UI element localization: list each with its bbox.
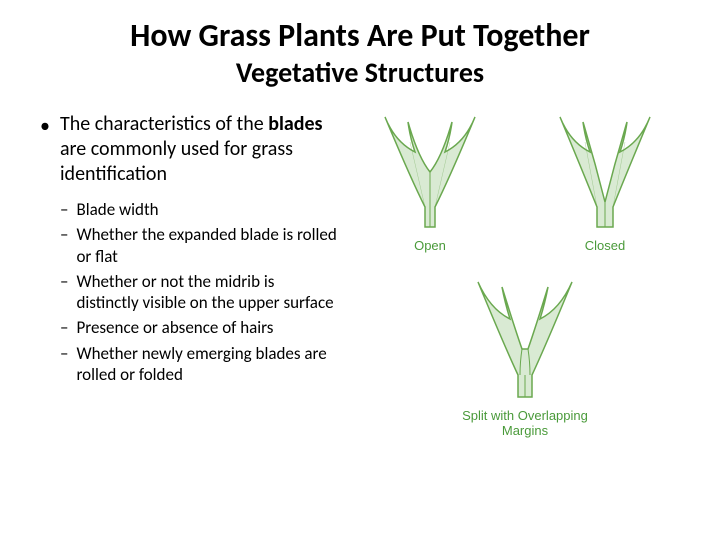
leaf-split-icon xyxy=(460,277,590,402)
bullet-dot-icon: • xyxy=(40,114,50,187)
leaf-open-icon xyxy=(370,112,490,232)
list-item: – Blade width xyxy=(60,199,340,220)
diagram-split-label: Split with Overlapping Margins xyxy=(445,408,605,438)
diagram-closed: Closed xyxy=(545,112,665,253)
sub-item-text: Presence or absence of hairs xyxy=(76,317,273,338)
dash-icon: – xyxy=(60,343,68,386)
list-item: – Presence or absence of hairs xyxy=(60,317,340,338)
main-bullet-bold: blades xyxy=(268,112,322,136)
dash-icon: – xyxy=(60,224,68,267)
diagram-open: Open xyxy=(370,112,490,253)
slide-subtitle: Vegetative Structures xyxy=(30,55,690,90)
sub-item-text: Whether newly emerging blades are rolled… xyxy=(76,343,340,386)
main-bullet-pre: The characteristics of the xyxy=(60,112,268,136)
main-bullet-text: The characteristics of the blades are co… xyxy=(60,112,340,187)
text-column: • The characteristics of the blades are … xyxy=(30,112,350,389)
sub-item-text: Whether the expanded blade is rolled or … xyxy=(76,224,340,267)
list-item: – Whether the expanded blade is rolled o… xyxy=(60,224,340,267)
content-row: • The characteristics of the blades are … xyxy=(30,112,690,389)
sub-item-text: Whether or not the midrib is distinctly … xyxy=(76,271,340,314)
leaf-closed-icon xyxy=(545,112,665,232)
list-item: – Whether or not the midrib is distinctl… xyxy=(60,271,340,314)
dash-icon: – xyxy=(60,199,68,220)
diagram-column: Open Closed Split with Overlapping Margi… xyxy=(350,112,690,389)
diagram-split: Split with Overlapping Margins xyxy=(445,277,605,438)
dash-icon: – xyxy=(60,271,68,314)
list-item: – Whether newly emerging blades are roll… xyxy=(60,343,340,386)
diagram-open-label: Open xyxy=(370,238,490,253)
slide-title: How Grass Plants Are Put Together xyxy=(30,18,690,53)
sub-bullet-list: – Blade width – Whether the expanded bla… xyxy=(60,199,340,385)
dash-icon: – xyxy=(60,317,68,338)
sub-item-text: Blade width xyxy=(76,199,158,220)
diagram-closed-label: Closed xyxy=(545,238,665,253)
main-bullet: • The characteristics of the blades are … xyxy=(40,112,340,187)
main-bullet-post: are commonly used for grass identificati… xyxy=(60,137,293,186)
